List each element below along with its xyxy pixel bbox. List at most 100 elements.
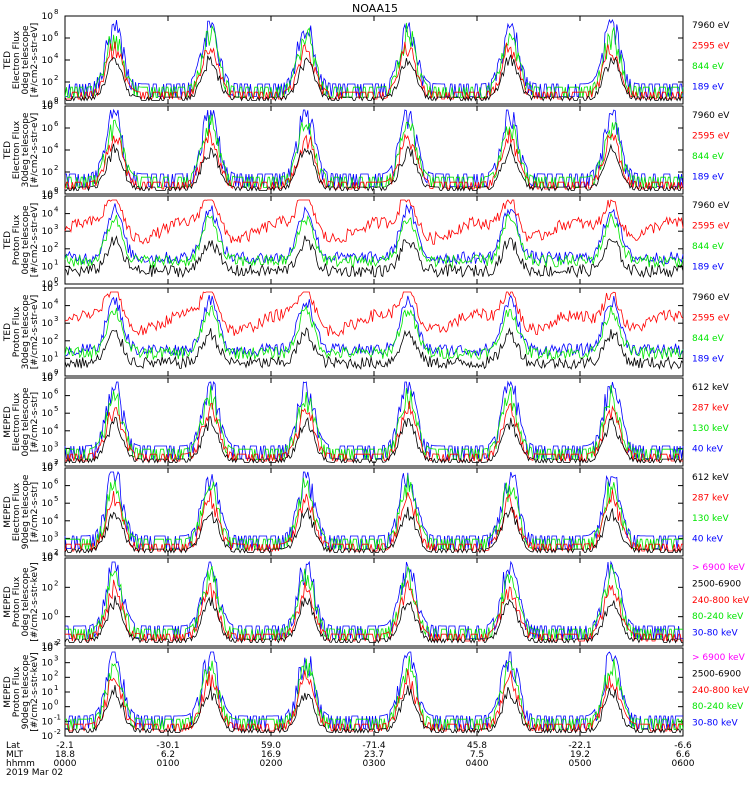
y-tick-label: 10 (42, 374, 54, 384)
series-trace-black (64, 327, 684, 370)
footer-hhmm-value: 0000 (54, 759, 77, 769)
y-tick-label: 10 (42, 354, 54, 364)
y-axis-label-line: TED (3, 51, 13, 70)
footer-hhmm-value: 0200 (260, 759, 283, 769)
footer-lat-value: -6.6 (674, 741, 692, 751)
legend-entry: > 6900 keV (692, 563, 746, 573)
y-tick-exponent: -1 (54, 713, 61, 721)
footer-row-label: hhmm (6, 759, 35, 769)
legend-entry: 612 keV (692, 383, 729, 393)
legend-entry: 130 keV (692, 424, 729, 434)
series-trace-red (65, 41, 683, 100)
y-tick-label: 10 (42, 192, 54, 202)
footer-mlt-value: 18.8 (55, 750, 75, 760)
series-trace-blue (64, 294, 684, 358)
footer-hhmm-value: 0500 (569, 759, 592, 769)
series-trace-blue (65, 108, 684, 188)
series-trace-black (64, 506, 683, 554)
y-tick-exponent: 4 (54, 423, 59, 431)
y-tick-exponent: 2 (54, 74, 58, 82)
y-tick-exponent: 1 (54, 258, 58, 266)
legend-entry: 7960 eV (692, 111, 730, 121)
y-tick-exponent: 4 (54, 142, 59, 150)
y-tick-exponent: 0 (54, 699, 58, 707)
y-tick-label: 10 (42, 337, 54, 347)
y-axis-label: TEDElectron Flux30deg telescope[#/cm2-s-… (3, 112, 40, 187)
y-tick-label: 10 (42, 280, 54, 290)
y-tick-label: 10 (42, 12, 54, 22)
y-tick-exponent: 1 (54, 684, 58, 692)
legend-entry: 7960 eV (692, 201, 730, 211)
y-axis-label-line: 30deg telescope (21, 294, 31, 369)
legend-entry: 240-800 keV (692, 686, 750, 696)
y-tick-exponent: 4 (54, 640, 59, 648)
y-tick-exponent: 2 (54, 548, 58, 556)
y-axis-label-line: Electron Flux (12, 30, 22, 89)
y-axis-label-line: [#/cm2-s-str-eV] (30, 23, 40, 98)
y-tick-label: 10 (42, 372, 54, 382)
y-axis-label-line: [#/cm2-s-str-keV] (30, 652, 40, 731)
y-axis-label: TEDElectron Flux0deg telescope[#/cm2-s-s… (3, 23, 40, 98)
y-axis-label-line: Electron Flux (12, 392, 22, 451)
y-tick-exponent: 4 (54, 206, 59, 214)
y-tick-exponent: 0 (54, 96, 58, 104)
y-axis-label-line: MEPED (3, 586, 13, 618)
y-tick-exponent: 8 (54, 8, 58, 16)
y-axis-label: MEPEDElectron Flux90deg telescope[#/cm2-… (3, 474, 40, 549)
y-axis-label-line: [#/cm2-s-str-eV] (30, 203, 40, 278)
footer-row-label: 2019 Mar 02 (6, 768, 63, 778)
series-trace-red (65, 669, 683, 732)
series-trace-green (65, 474, 683, 551)
series-trace-black (65, 685, 683, 734)
legend-entry: 80-240 keV (692, 612, 744, 622)
legend-entry: 40 keV (692, 535, 724, 545)
y-tick-exponent: 2 (54, 669, 58, 677)
legend-entry: 2500-6900 (692, 579, 741, 589)
y-tick-label: 10 (42, 464, 54, 474)
series-trace-red (64, 291, 684, 337)
y-axis-label: MEPEDProton Flux90deg telescope[#/cm2-s-… (3, 652, 40, 731)
y-tick-label: 10 (42, 427, 54, 437)
y-tick-label: 10 (42, 102, 54, 112)
y-tick-exponent: 0 (54, 609, 58, 617)
y-tick-exponent: 4 (54, 52, 59, 60)
series-trace-red (64, 129, 684, 190)
legend-entry: 2595 eV (692, 314, 730, 324)
footer-mlt-value: 6.6 (676, 750, 691, 760)
y-tick-exponent: 4 (54, 298, 59, 306)
footer-row-label: Lat (6, 741, 21, 751)
legend-entry: 80-240 keV (692, 702, 744, 712)
legend-entry: 30-80 keV (692, 719, 738, 729)
y-tick-label: 10 (42, 688, 54, 698)
footer-hhmm-value: 0300 (363, 759, 386, 769)
y-axis-label-line: [#/cm2-s-str] (30, 482, 40, 542)
chart-title: NOAA15 (352, 2, 398, 15)
y-tick-label: 10 (42, 409, 54, 419)
y-tick-label: 10 (42, 703, 54, 713)
y-tick-exponent: -2 (54, 638, 61, 646)
y-axis-label-line: MEPED (3, 406, 13, 438)
y-axis-label: MEPEDElectron Flux0deg telescope[#/cm2-s… (3, 387, 40, 457)
y-tick-label: 10 (42, 499, 54, 509)
y-tick-exponent: 4 (54, 550, 59, 558)
series-trace-blue (64, 203, 684, 265)
y-axis-label-line: Proton Flux (12, 576, 22, 627)
y-tick-label: 10 (42, 146, 54, 156)
y-tick-label: 10 (42, 732, 54, 742)
y-tick-exponent: 2 (54, 458, 58, 466)
y-tick-exponent: 5 (54, 188, 58, 196)
y-axis-label: TEDProton Flux0deg telescope[#/cm2-s-str… (3, 203, 40, 278)
y-tick-label: 10 (42, 613, 54, 623)
y-tick-exponent: 7 (54, 370, 58, 378)
footer-lat-value: -30.1 (156, 741, 179, 751)
series-trace-black (65, 416, 683, 464)
y-axis-label-line: 0deg telescope (21, 205, 31, 275)
y-tick-label: 10 (42, 100, 54, 110)
y-tick-label: 10 (42, 462, 54, 472)
